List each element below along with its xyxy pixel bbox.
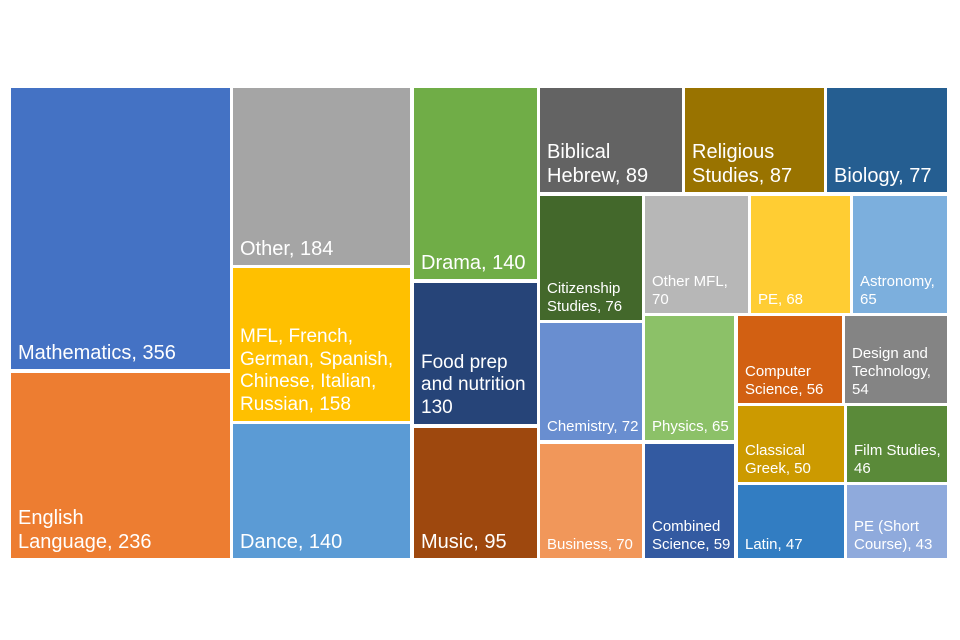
treemap-tile-label: Biblical Hebrew, 89 (547, 141, 649, 187)
treemap-tile-computer-science: Computer Science, 56 (738, 316, 842, 403)
treemap-tile-classical-greek: Classical Greek, 50 (738, 406, 844, 482)
treemap-tile-label: Film Studies, 46 (854, 442, 941, 477)
treemap-tile-mathematics: Mathematics, 356 (11, 88, 230, 369)
treemap-tile-pe: PE, 68 (751, 196, 850, 313)
treemap-tile-label: Other, 184 (240, 238, 334, 260)
treemap-tile-other: Other, 184 (233, 88, 410, 265)
treemap-tile-dance: Dance, 140 (233, 424, 410, 558)
treemap-tile-chemistry: Chemistry, 72 (540, 323, 642, 440)
treemap-tile-label: English Language, 236 (18, 507, 152, 553)
treemap-tile-astronomy: Astronomy, 65 (853, 196, 947, 313)
treemap-tile-label: Chemistry, 72 (547, 418, 639, 435)
treemap-tile-combined-science: Combined Science, 59 (645, 444, 734, 558)
treemap-tile-label: Other MFL, 70 (652, 273, 728, 308)
treemap-tile-label: Biology, 77 (834, 165, 932, 187)
treemap-tile-music: Music, 95 (414, 428, 537, 558)
treemap-tile-label: Classical Greek, 50 (745, 442, 811, 477)
treemap-tile-religious-studies: Religious Studies, 87 (685, 88, 824, 192)
treemap-tile-pe-short-course: PE (Short Course), 43 (847, 485, 947, 558)
treemap-tile-label: Citizenship Studies, 76 (547, 280, 623, 315)
treemap-tile-label: MFL, French, German, Spanish, Chinese, I… (240, 325, 394, 416)
treemap-tile-label: Computer Science, 56 (745, 363, 824, 398)
treemap-tile-label: PE (Short Course), 43 (854, 518, 933, 553)
treemap-tile-other-mfl: Other MFL, 70 (645, 196, 748, 313)
treemap-tile-label: Food prep and nutrition 130 (421, 351, 526, 419)
treemap-tile-label: Design and Technology, 54 (852, 345, 931, 398)
treemap-tile-citizenship-studies: Citizenship Studies, 76 (540, 196, 642, 320)
treemap-tile-label: Music, 95 (421, 531, 507, 553)
treemap-tile-label: Dance, 140 (240, 531, 343, 553)
treemap-tile-label: Mathematics, 356 (18, 342, 176, 364)
treemap-tile-physics: Physics, 65 (645, 316, 734, 440)
treemap-tile-label: Business, 70 (547, 536, 633, 553)
treemap-tile-label: Religious Studies, 87 (692, 141, 793, 187)
treemap-tile-english-language: English Language, 236 (11, 373, 230, 558)
treemap-tile-label: Astronomy, 65 (860, 273, 935, 308)
treemap-tile-label: Physics, 65 (652, 418, 729, 435)
treemap-tile-latin: Latin, 47 (738, 485, 844, 558)
treemap-tile-label: Combined Science, 59 (652, 518, 731, 553)
treemap-tile-mfl-french-german-spanish-chinese-italian-russian: MFL, French, German, Spanish, Chinese, I… (233, 268, 410, 421)
treemap-tile-label: PE, 68 (758, 291, 804, 308)
treemap-tile-drama: Drama, 140 (414, 88, 537, 279)
treemap-tile-design-and-technology: Design and Technology, 54 (845, 316, 947, 403)
treemap-tile-label: Latin, 47 (745, 536, 803, 553)
treemap-tile-biblical-hebrew: Biblical Hebrew, 89 (540, 88, 682, 192)
treemap-tile-film-studies: Film Studies, 46 (847, 406, 947, 482)
treemap-tile-label: Drama, 140 (421, 252, 526, 274)
treemap-tile-business: Business, 70 (540, 444, 642, 558)
treemap-tile-food-prep-and-nutrition: Food prep and nutrition 130 (414, 283, 537, 424)
treemap-tile-biology: Biology, 77 (827, 88, 947, 192)
